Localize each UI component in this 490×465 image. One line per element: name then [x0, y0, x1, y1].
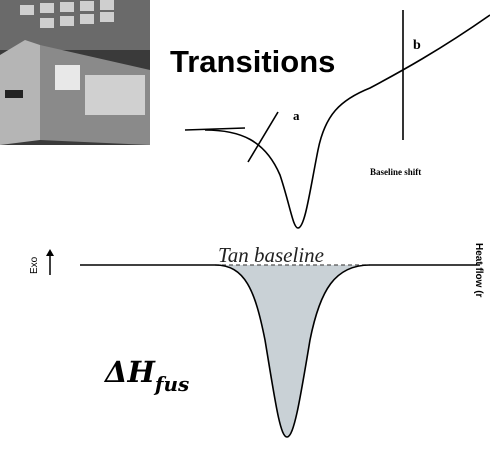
baseline-shift-label: Baseline shift [370, 167, 421, 177]
enthalpy-label: ΔHfus [103, 355, 189, 396]
melting-peak [80, 265, 480, 437]
diagram: Transitions a b Baseline shift Tan basel… [0, 0, 490, 465]
enthalpy-subscript: fus [153, 372, 189, 396]
title: Transitions [170, 44, 335, 79]
transition-curves [185, 10, 490, 228]
instrument-photo [0, 0, 150, 145]
exo-arrow [46, 249, 54, 275]
exo-label: Exo [29, 256, 40, 274]
label-b: b [413, 38, 421, 53]
tan-baseline-label: Tan baseline [218, 243, 324, 267]
label-a: a [293, 108, 300, 123]
enthalpy-symbol: ΔH [103, 355, 157, 389]
heat-flow-label: Heat flow (r [473, 243, 484, 298]
